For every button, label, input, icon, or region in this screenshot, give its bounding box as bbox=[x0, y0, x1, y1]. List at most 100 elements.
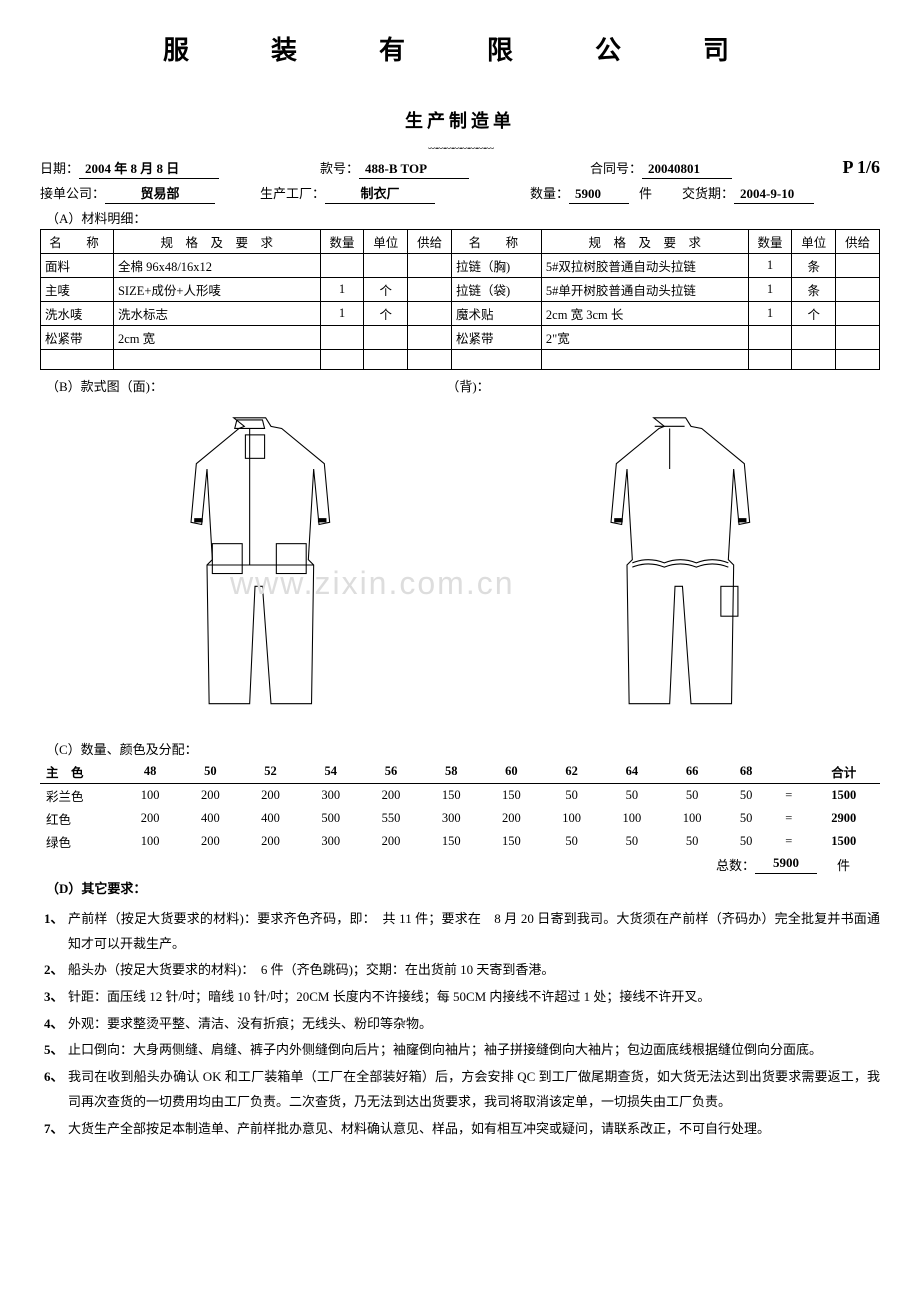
material-cell bbox=[541, 350, 748, 370]
contract-value: 20040801 bbox=[642, 161, 732, 179]
header-row-1: 日期： 2004 年 8 月 8 日 款号： 488-B TOP 合同号： 20… bbox=[40, 157, 880, 179]
material-cell bbox=[364, 326, 408, 350]
material-cell: 2"宽 bbox=[541, 326, 748, 350]
material-cell: 2cm 宽 3cm 长 bbox=[541, 302, 748, 326]
requirements-list: 1、产前样（按足大货要求的材料)：要求齐色齐码，即： 共 11 件；要求在 8 … bbox=[40, 907, 880, 1141]
requirement-number: 7、 bbox=[40, 1117, 68, 1142]
styleno-value: 488-B TOP bbox=[359, 161, 469, 179]
sketch-front bbox=[143, 405, 356, 725]
qty-size-header: 60 bbox=[481, 760, 541, 784]
material-cell: 洗水标志 bbox=[113, 302, 320, 326]
qty-color-cell: 红色 bbox=[40, 807, 120, 830]
material-cell bbox=[320, 350, 364, 370]
material-cell: 主唛 bbox=[41, 278, 114, 302]
qty-cell: 50 bbox=[602, 784, 662, 808]
material-cell: 面料 bbox=[41, 254, 114, 278]
date-value: 2004 年 8 月 8 日 bbox=[79, 158, 219, 179]
material-cell bbox=[748, 326, 792, 350]
qty-cell: 100 bbox=[662, 807, 722, 830]
sketch-container: www.zixin.com.cn bbox=[40, 395, 880, 735]
doc-title: 生产制造单 bbox=[40, 107, 880, 133]
qty-cell: 400 bbox=[240, 807, 300, 830]
material-cell bbox=[320, 326, 364, 350]
qty-size-header: 56 bbox=[361, 760, 421, 784]
requirement-text: 外观：要求整烫平整、清洁、没有折痕；无线头、粉印等杂物。 bbox=[68, 1012, 880, 1037]
material-cell: 5#单开树胶普通自动头拉链 bbox=[541, 278, 748, 302]
qty-value: 5900 bbox=[569, 186, 629, 204]
qty-cell: 200 bbox=[240, 784, 300, 808]
qty-cell: 50 bbox=[542, 830, 602, 853]
mh-supply-r: 供给 bbox=[836, 230, 880, 254]
total-value: 5900 bbox=[755, 855, 817, 874]
qty-cell: 400 bbox=[180, 807, 240, 830]
material-cell bbox=[836, 254, 880, 278]
qty-header-row: 主 色4850525456586062646668合计 bbox=[40, 760, 880, 784]
requirement-text: 我司在收到船头办确认 OK 和工厂装箱单（工厂在全部装好箱）后，方会安排 QC … bbox=[68, 1065, 880, 1114]
qty-cell: 1500 bbox=[807, 830, 880, 853]
material-row: 松紧带2cm 宽松紧带2"宽 bbox=[41, 326, 880, 350]
qty-row: 绿色10020020030020015015050505050=1500 bbox=[40, 830, 880, 853]
requirement-item: 2、船头办（按足大货要求的材料)： 6 件（齐色跳码)；交期：在出货前 10 天… bbox=[40, 958, 880, 983]
section-c-label: （C）数量、颜色及分配： bbox=[46, 739, 880, 758]
requirement-item: 5、止口倒向：大身两侧缝、肩缝、裤子内外侧缝倒向后片；袖窿倒向袖片；袖子拼接缝倒… bbox=[40, 1038, 880, 1063]
qty-cell: 50 bbox=[722, 830, 770, 853]
qty-cell: 100 bbox=[120, 784, 180, 808]
material-cell: 1 bbox=[748, 278, 792, 302]
material-cell: 个 bbox=[364, 278, 408, 302]
qty-cell: 200 bbox=[361, 784, 421, 808]
requirement-number: 3、 bbox=[40, 985, 68, 1010]
material-cell: 个 bbox=[364, 302, 408, 326]
wave-decoration: ﹏﹏﹏﹏﹏﹏﹏﹏ bbox=[40, 136, 880, 151]
material-cell bbox=[836, 278, 880, 302]
qty-cell: 200 bbox=[120, 807, 180, 830]
requirement-item: 1、产前样（按足大货要求的材料)：要求齐色齐码，即： 共 11 件；要求在 8 … bbox=[40, 907, 880, 956]
factory-label: 生产工厂： bbox=[260, 183, 325, 202]
material-cell bbox=[408, 302, 452, 326]
mh-name-l: 名 称 bbox=[49, 236, 105, 250]
requirement-number: 2、 bbox=[40, 958, 68, 983]
material-cell bbox=[836, 302, 880, 326]
qty-cell: 2900 bbox=[807, 807, 880, 830]
qty-cell: = bbox=[770, 830, 807, 853]
material-row: 洗水唛洗水标志1个魔术贴2cm 宽 3cm 长1个 bbox=[41, 302, 880, 326]
material-cell: 条 bbox=[792, 278, 836, 302]
qty-cell: 1500 bbox=[807, 784, 880, 808]
qty-cell: 150 bbox=[421, 784, 481, 808]
material-row: 面料全棉 96x48/16x12拉链（胸)5#双拉树胶普通自动头拉链1条 bbox=[41, 254, 880, 278]
qty-size-header: 58 bbox=[421, 760, 481, 784]
qty-cell: 150 bbox=[481, 830, 541, 853]
material-cell bbox=[451, 350, 541, 370]
mh-qty-r: 数量 bbox=[748, 230, 792, 254]
qty-size-header: 48 bbox=[120, 760, 180, 784]
qty-cell: 100 bbox=[120, 830, 180, 853]
sketch-back bbox=[563, 405, 776, 725]
total-unit: 件 bbox=[817, 855, 850, 874]
qty-size-header: 66 bbox=[662, 760, 722, 784]
qty-cell: 300 bbox=[421, 807, 481, 830]
material-cell bbox=[836, 326, 880, 350]
requirement-number: 5、 bbox=[40, 1038, 68, 1063]
requirement-number: 1、 bbox=[40, 907, 68, 956]
requirement-number: 4、 bbox=[40, 1012, 68, 1037]
qty-cell: 200 bbox=[180, 784, 240, 808]
page-number: P 1/6 bbox=[842, 157, 880, 178]
material-cell bbox=[748, 350, 792, 370]
qty-cell: 50 bbox=[722, 807, 770, 830]
mh-unit-r: 单位 bbox=[792, 230, 836, 254]
qty-cell: = bbox=[770, 784, 807, 808]
qty-size-header: 54 bbox=[301, 760, 361, 784]
qty-cell: 100 bbox=[542, 807, 602, 830]
qty-cell: 200 bbox=[481, 807, 541, 830]
styleno-label: 款号： bbox=[320, 158, 359, 177]
qty-cell: 550 bbox=[361, 807, 421, 830]
qty-cell: 200 bbox=[240, 830, 300, 853]
material-row bbox=[41, 350, 880, 370]
qty-size-header: 50 bbox=[180, 760, 240, 784]
qty-cell: 50 bbox=[662, 830, 722, 853]
requirement-text: 大货生产全部按足本制造单、产前样批办意见、材料确认意见、样品，如有相互冲突或疑问… bbox=[68, 1117, 880, 1142]
requirement-text: 产前样（按足大货要求的材料)：要求齐色齐码，即： 共 11 件；要求在 8 月 … bbox=[68, 907, 880, 956]
qty-cell: 150 bbox=[481, 784, 541, 808]
mh-name-r: 名 称 bbox=[469, 236, 525, 250]
qty-color-header: 主 色 bbox=[40, 760, 120, 784]
qty-size-header: 52 bbox=[240, 760, 300, 784]
